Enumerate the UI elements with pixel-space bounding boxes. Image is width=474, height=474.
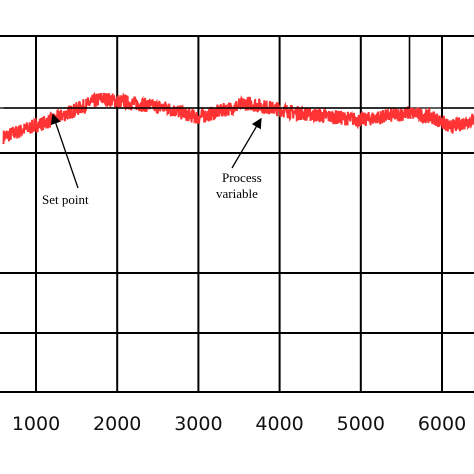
- process-variable-label-line1: Process: [222, 170, 262, 185]
- plot-grid: [0, 35, 474, 393]
- x-tick-label-5000: 5000: [337, 413, 385, 435]
- x-tick-label-4000: 4000: [255, 413, 303, 435]
- x-tick-label-2000: 2000: [93, 413, 141, 435]
- x-tick-label-6000: 6000: [418, 413, 466, 435]
- x-tick-label-1000: 1000: [12, 413, 60, 435]
- set-point-label: Set point: [42, 192, 89, 207]
- process-variable-line: [2, 91, 474, 145]
- process-variable-arrow: [231, 117, 262, 169]
- process-variable-label-line2: variable: [216, 186, 258, 201]
- set-point-line: [3, 35, 474, 109]
- set-point-arrow: [50, 113, 79, 189]
- x-tick-labels: 1000 2000 3000 4000 5000 6000: [12, 413, 466, 435]
- annotations: Set point Process variable: [42, 113, 262, 207]
- series-layer: [2, 35, 474, 145]
- x-tick-label-3000: 3000: [174, 413, 222, 435]
